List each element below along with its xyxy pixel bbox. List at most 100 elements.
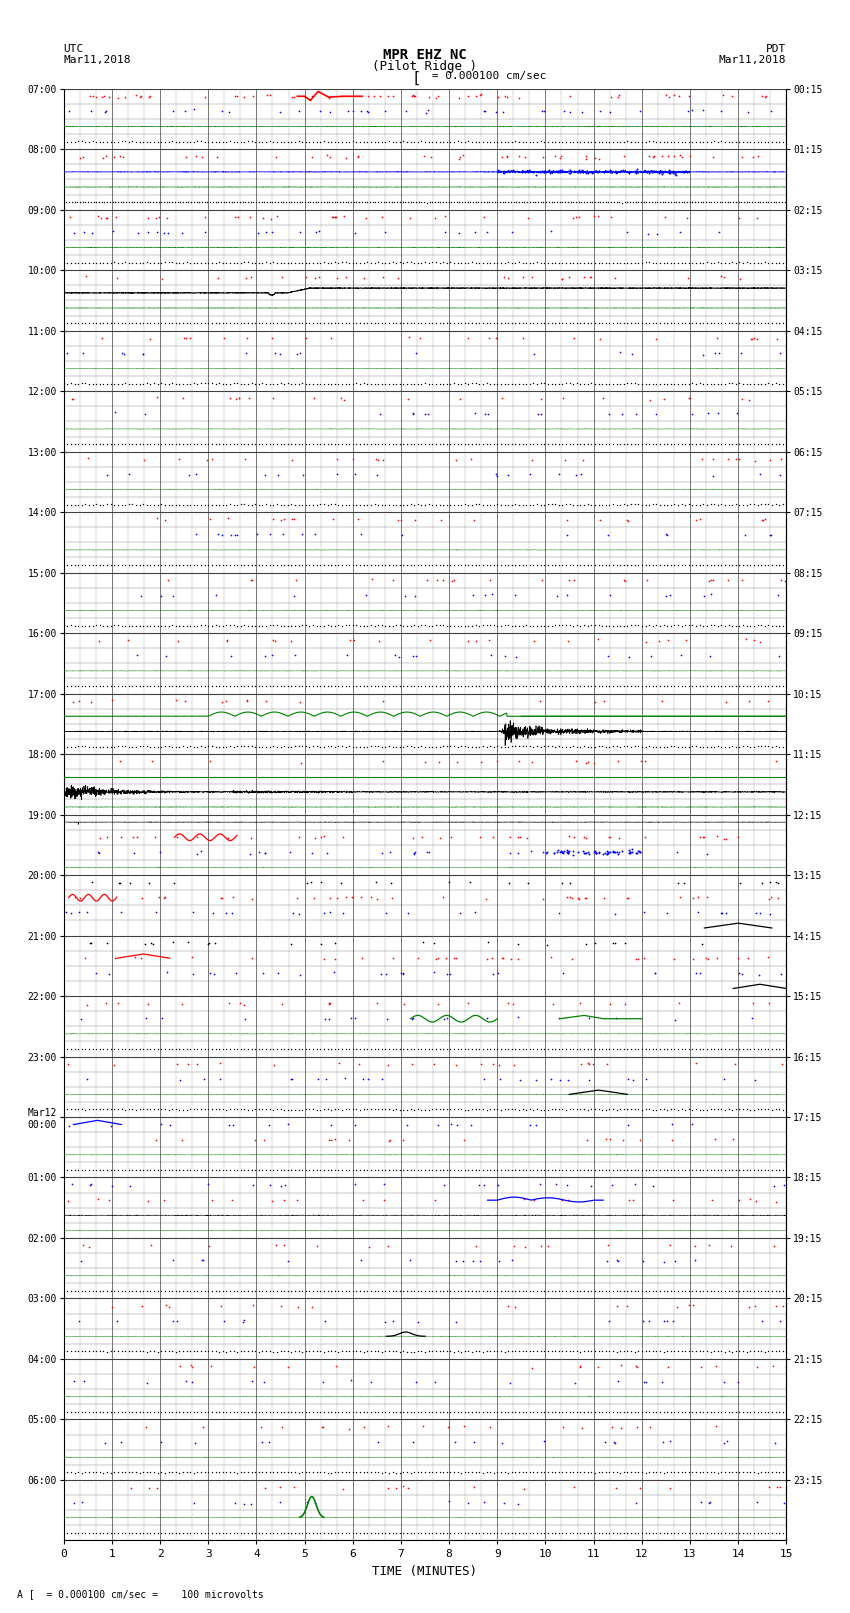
Point (344, 1366, 358, 1392)
Point (552, 310, 565, 336)
Point (513, 129, 526, 155)
Point (296, 371, 309, 397)
Point (100, 1339, 114, 1365)
Point (169, 1097, 183, 1123)
Point (553, 839, 567, 865)
Point (455, 613, 468, 639)
Point (588, 1036, 602, 1061)
Point (733, 673, 746, 698)
Point (508, 310, 522, 336)
Point (494, 1157, 507, 1182)
Point (552, 1097, 565, 1123)
Point (440, 1036, 454, 1061)
Point (762, 1398, 775, 1424)
Point (508, 582, 522, 608)
Point (694, 506, 707, 532)
Point (450, 1339, 464, 1365)
Point (653, 552, 666, 577)
Point (292, 1460, 305, 1486)
Point (433, 431, 446, 456)
Point (288, 1277, 302, 1303)
Point (436, 1339, 450, 1365)
Point (400, 431, 414, 456)
Point (768, 869, 782, 895)
Point (740, 1157, 753, 1182)
Point (190, 1398, 204, 1424)
Point (626, 1187, 640, 1213)
Point (386, 250, 400, 276)
Point (549, 158, 563, 184)
Point (203, 506, 217, 532)
Point (335, 613, 348, 639)
Point (141, 992, 155, 1018)
Point (458, 371, 472, 397)
Point (672, 1519, 685, 1545)
Point (519, 1398, 533, 1424)
Point (675, 310, 688, 336)
Point (386, 1277, 400, 1303)
Point (354, 371, 367, 397)
Point (176, 492, 190, 518)
Point (209, 1460, 223, 1486)
Point (137, 342, 150, 368)
Point (672, 84, 686, 110)
Point (343, 310, 356, 336)
Point (664, 160, 677, 185)
Point (230, 1398, 244, 1424)
Point (722, 734, 735, 760)
Point (545, 129, 558, 155)
Point (747, 1339, 761, 1365)
Point (229, 205, 242, 231)
Point (144, 1398, 157, 1424)
Point (725, 492, 739, 518)
Point (491, 84, 505, 110)
Point (638, 734, 652, 760)
Point (751, 1460, 764, 1486)
Point (465, 1157, 479, 1182)
Point (133, 613, 146, 639)
Point (653, 250, 666, 276)
Point (725, 129, 739, 155)
Point (60, 673, 74, 698)
Point (465, 673, 479, 698)
Point (496, 945, 509, 971)
Point (111, 492, 125, 518)
Point (585, 1036, 598, 1061)
Point (89, 1339, 103, 1365)
Point (227, 1277, 241, 1303)
Point (238, 1277, 252, 1303)
Point (89, 1157, 103, 1182)
Point (219, 1460, 233, 1486)
Point (736, 492, 750, 518)
Point (82, 734, 96, 760)
Point (368, 1277, 382, 1303)
Point (292, 189, 306, 215)
Point (718, 129, 732, 155)
Point (629, 1353, 643, 1379)
Point (462, 673, 475, 698)
Point (400, 1460, 414, 1486)
Point (458, 613, 472, 639)
Point (754, 1519, 768, 1545)
Point (95, 84, 109, 110)
Point (314, 189, 328, 215)
Point (211, 265, 224, 290)
Point (591, 189, 604, 215)
Point (224, 431, 237, 456)
Point (559, 734, 573, 760)
Point (364, 1157, 377, 1182)
Point (248, 129, 262, 155)
Point (498, 1097, 512, 1123)
Point (296, 310, 309, 336)
Point (241, 129, 255, 155)
Point (377, 1171, 391, 1197)
Point (274, 431, 287, 456)
Point (447, 1460, 461, 1486)
Point (75, 1157, 88, 1182)
Point (530, 1157, 544, 1182)
Point (354, 673, 367, 698)
Point (348, 221, 362, 247)
Point (657, 129, 671, 155)
Point (762, 886, 776, 911)
Point (357, 1339, 371, 1365)
